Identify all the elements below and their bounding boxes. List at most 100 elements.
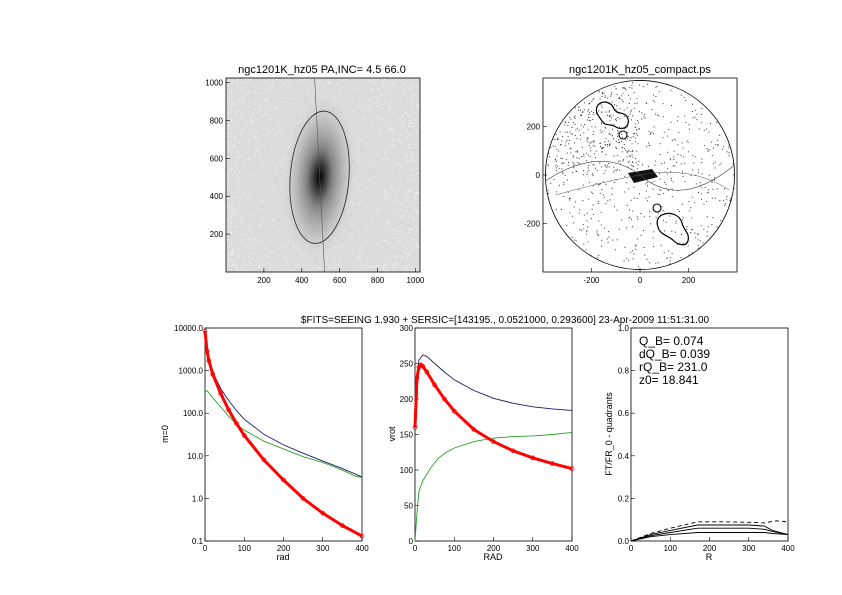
- galaxy-noise-pixel: [226, 135, 228, 137]
- compact-noise-pixel: [724, 188, 725, 190]
- compact-noise-pixel: [548, 156, 550, 158]
- galaxy-noise-pixel: [260, 215, 262, 217]
- galaxy-noise-pixel: [261, 263, 263, 265]
- compact-noise-pixel: [592, 134, 594, 135]
- compact-noise-pixel: [701, 107, 703, 109]
- galaxy-noise-pixel: [249, 121, 251, 123]
- galaxy-noise-pixel: [263, 264, 265, 266]
- galaxy-noise-pixel: [243, 259, 245, 260]
- fourier-annotation-dq: dQ_B= 0.039: [639, 347, 710, 361]
- galaxy-noise-pixel: [278, 187, 280, 189]
- galaxy-noise-pixel: [361, 256, 362, 258]
- galaxy-noise-pixel: [366, 269, 368, 271]
- compact-noise-pixel: [570, 118, 572, 120]
- compact-noise-pixel: [684, 162, 686, 164]
- galaxy-noise-pixel: [363, 118, 365, 120]
- compact-noise-pixel: [597, 234, 599, 236]
- compact-noise-pixel: [671, 252, 673, 254]
- galaxy-noise-pixel: [390, 107, 392, 109]
- galaxy-noise-pixel: [246, 188, 248, 190]
- galaxy-noise-pixel: [280, 146, 282, 148]
- galaxy-noise-pixel: [406, 172, 408, 174]
- compact-noise-pixel: [587, 129, 589, 131]
- galaxy-noise-pixel: [231, 241, 233, 243]
- galaxy-noise-pixel: [351, 220, 353, 222]
- galaxy-noise-pixel: [319, 269, 321, 271]
- galaxy-noise-pixel: [235, 212, 237, 214]
- compact-noise-pixel: [614, 169, 616, 171]
- galaxy-noise-pixel: [378, 86, 380, 87]
- compact-noise-pixel: [591, 126, 593, 128]
- compact-x-tick-label: 200: [682, 276, 696, 285]
- rotation-curve-y-tick-label: 300: [400, 324, 414, 333]
- galaxy-noise-pixel: [252, 245, 254, 246]
- compact-noise-pixel: [608, 166, 610, 168]
- galaxy-noise-pixel: [358, 111, 360, 112]
- compact-noise-pixel: [714, 177, 716, 179]
- compact-noise-pixel: [671, 188, 673, 190]
- galaxy-noise-pixel: [258, 114, 259, 116]
- galaxy-noise-pixel: [383, 197, 385, 199]
- galaxy-noise-pixel: [342, 240, 344, 241]
- compact-noise-pixel: [618, 97, 620, 99]
- compact-noise-pixel: [673, 158, 675, 160]
- compact-noise-pixel: [566, 131, 568, 133]
- galaxy-noise-pixel: [384, 102, 386, 104]
- galaxy-noise-pixel: [268, 90, 270, 92]
- galaxy-noise-pixel: [253, 143, 254, 144]
- galaxy-noise-pixel: [374, 181, 376, 183]
- galaxy-noise-pixel: [392, 85, 394, 87]
- compact-noise-pixel: [611, 128, 613, 130]
- compact-noise-pixel: [611, 117, 612, 119]
- galaxy-noise-pixel: [242, 245, 244, 247]
- galaxy-noise-pixel: [256, 149, 257, 151]
- galaxy-noise-pixel: [239, 99, 241, 101]
- galaxy-noise-pixel: [368, 187, 370, 188]
- surface-profile-series-2-point: [226, 407, 231, 413]
- galaxy-noise-pixel: [394, 143, 396, 145]
- galaxy-noise-pixel: [383, 267, 385, 269]
- galaxy-noise-pixel: [402, 83, 404, 85]
- galaxy-noise-pixel: [287, 267, 289, 269]
- galaxy-noise-pixel: [297, 97, 299, 99]
- galaxy-noise-pixel: [387, 80, 389, 82]
- galaxy-noise-pixel: [371, 202, 373, 204]
- galaxy-noise-pixel: [394, 256, 396, 258]
- galaxy-noise-pixel: [340, 240, 342, 242]
- galaxy-noise-pixel: [358, 145, 359, 147]
- galaxy-noise-pixel: [267, 111, 269, 113]
- galaxy-noise-pixel: [226, 266, 228, 268]
- compact-noise-pixel: [556, 148, 558, 150]
- compact-noise-pixel: [649, 215, 651, 217]
- galaxy-noise-pixel: [271, 85, 273, 87]
- galaxy-noise-pixel: [255, 172, 257, 174]
- galaxy-noise-pixel: [405, 112, 407, 113]
- galaxy-noise-pixel: [246, 120, 248, 122]
- galaxy-noise-pixel: [389, 145, 391, 147]
- compact-noise-pixel: [586, 137, 588, 139]
- galaxy-noise-pixel: [234, 258, 236, 260]
- compact-spiral-arm-2: [555, 171, 730, 196]
- galaxy-noise-pixel: [282, 244, 284, 246]
- compact-noise-pixel: [694, 156, 696, 158]
- compact-noise-pixel: [701, 158, 703, 160]
- galaxy-noise-pixel: [241, 90, 242, 92]
- compact-noise-pixel: [667, 189, 669, 191]
- compact-noise-pixel: [623, 87, 625, 89]
- galaxy-noise-pixel: [274, 120, 275, 122]
- rotation-curve-series-2-point: [569, 466, 575, 471]
- compact-noise-pixel: [598, 234, 600, 236]
- galaxy-noise-pixel: [325, 267, 327, 269]
- compact-noise-pixel: [624, 128, 626, 130]
- galaxy-noise-pixel: [336, 89, 338, 91]
- galaxy-noise-pixel: [383, 183, 384, 185]
- galaxy-noise-pixel: [416, 105, 418, 107]
- galaxy-noise-pixel: [270, 110, 272, 112]
- galaxy-noise-pixel: [226, 141, 228, 143]
- galaxy-noise-pixel: [228, 147, 230, 149]
- galaxy-noise-pixel: [262, 127, 264, 129]
- galaxy-noise-pixel: [269, 174, 271, 176]
- galaxy-noise-pixel: [248, 140, 250, 142]
- galaxy-noise-pixel: [240, 219, 242, 221]
- compact-noise-pixel: [700, 193, 702, 195]
